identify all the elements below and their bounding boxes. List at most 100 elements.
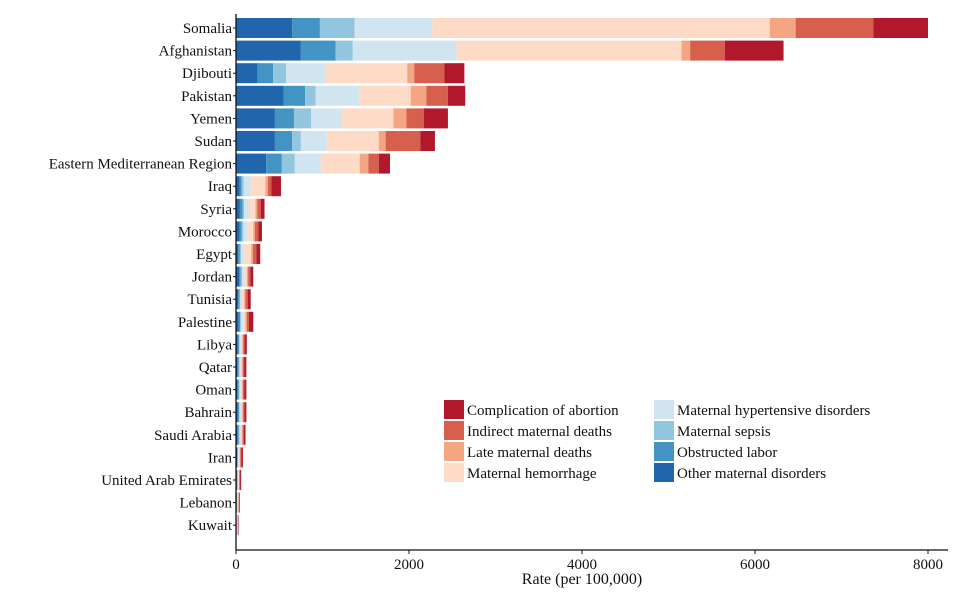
bar-segment-pakistan-indirect-maternal-deaths (426, 86, 448, 106)
bar-segment-tunisia-maternal-hemorrhage (242, 289, 244, 309)
x-tick-label-0: 0 (232, 557, 240, 573)
bar-segment-sudan-maternal-hypertensive-disorders (301, 131, 327, 151)
bar-segment-united-arab-emirates-indirect-maternal-deaths (239, 470, 240, 490)
bar-segment-qatar-maternal-hypertensive-disorders (239, 357, 240, 377)
bar-segment-qatar-indirect-maternal-deaths (243, 357, 244, 377)
bar-segment-libya-obstructed-labor (238, 334, 239, 354)
bar-segment-syria-maternal-hemorrhage (249, 199, 256, 219)
bar-segment-syria-complication-of-abortion (261, 199, 265, 219)
bar-segment-jordan-complication-of-abortion (250, 267, 253, 287)
bar-segment-bahrain-indirect-maternal-deaths (243, 402, 244, 422)
bar-segment-morocco-maternal-hemorrhage (247, 221, 253, 241)
bar-segment-oman-maternal-sepsis (239, 380, 240, 400)
legend-swatch-late-maternal-deaths (444, 442, 464, 461)
bar-segment-saudi-arabia-indirect-maternal-deaths (243, 425, 244, 445)
legend-label-maternal-hypertensive-disorders: Maternal hypertensive disorders (677, 403, 870, 419)
bar-segment-oman-obstructed-labor (238, 380, 239, 400)
bar-segment-palestine-maternal-hypertensive-disorders (241, 312, 243, 332)
x-tick-label-6000: 6000 (740, 557, 770, 573)
bar-segment-qatar-late-maternal-deaths (242, 357, 243, 377)
y-tick-label-qatar: Qatar (199, 360, 232, 376)
x-axis-title: Rate (per 100,000) (522, 571, 642, 588)
bar-segment-djibouti-complication-of-abortion (444, 63, 464, 83)
bar-segment-jordan-maternal-hemorrhage (245, 267, 247, 287)
bar-segment-palestine-late-maternal-deaths (246, 312, 247, 332)
legend-label-complication-of-abortion: Complication of abortion (467, 403, 619, 419)
bar-segment-iran-maternal-hemorrhage (239, 447, 240, 467)
bar-segment-egypt-obstructed-labor (238, 244, 240, 264)
bar-segment-morocco-obstructed-labor (239, 221, 241, 241)
bar-segment-palestine-complication-of-abortion (249, 312, 253, 332)
bar-segment-jordan-indirect-maternal-deaths (248, 267, 250, 287)
legend-swatch-maternal-sepsis (654, 421, 674, 440)
bar-segment-morocco-late-maternal-deaths (253, 221, 255, 241)
bar-segment-oman-indirect-maternal-deaths (243, 380, 244, 400)
bar-segment-eastern-mediterranean-region-obstructed-labor (266, 154, 282, 174)
y-tick-label-palestine: Palestine (178, 315, 232, 331)
y-tick-label-iran: Iran (208, 450, 233, 466)
bar-segment-tunisia-maternal-sepsis (239, 289, 240, 309)
bar-segment-united-arab-emirates-complication-of-abortion (240, 470, 241, 490)
y-tick-label-kuwait: Kuwait (188, 518, 233, 534)
bar-segment-saudi-arabia-late-maternal-deaths (242, 425, 243, 445)
bar-segment-yemen-maternal-hypertensive-disorders (311, 108, 341, 128)
bar-segment-eastern-mediterranean-region-maternal-hypertensive-disorders (295, 154, 321, 174)
bar-segment-morocco-maternal-hypertensive-disorders (243, 221, 247, 241)
bar-segment-egypt-complication-of-abortion (256, 244, 260, 264)
bar-segment-somalia-obstructed-labor (292, 18, 320, 38)
bar-segment-yemen-maternal-sepsis (294, 108, 311, 128)
bar-segment-egypt-indirect-maternal-deaths (253, 244, 256, 264)
bar-segment-syria-maternal-hypertensive-disorders (244, 199, 248, 219)
y-tick-label-oman: Oman (195, 383, 232, 399)
y-tick-label-egypt: Egypt (196, 247, 233, 263)
bar-segment-lebanon-complication-of-abortion (239, 493, 240, 513)
legend-swatch-maternal-hypertensive-disorders (654, 400, 674, 419)
y-tick-label-morocco: Morocco (178, 224, 232, 240)
bar-segment-iraq-indirect-maternal-deaths (268, 176, 271, 196)
y-tick-label-tunisia: Tunisia (188, 292, 233, 308)
y-tick-label-syria: Syria (200, 202, 232, 218)
y-tick-label-lebanon: Lebanon (180, 496, 233, 512)
bar-segment-somalia-other-maternal-disorders (236, 18, 292, 38)
y-tick-label-united-arab-emirates: United Arab Emirates (101, 473, 232, 489)
bar-segment-iran-complication-of-abortion (241, 447, 243, 467)
bar-segment-oman-maternal-hemorrhage (241, 380, 242, 400)
bar-segment-morocco-complication-of-abortion (258, 221, 261, 241)
bar-segment-afghanistan-maternal-hypertensive-disorders (353, 41, 457, 61)
bar-segment-pakistan-maternal-hypertensive-disorders (316, 86, 359, 106)
y-tick-label-jordan: Jordan (192, 270, 232, 286)
bar-segment-pakistan-obstructed-labor (284, 86, 306, 106)
bar-segment-pakistan-complication-of-abortion (448, 86, 465, 106)
bar-segment-libya-maternal-hemorrhage (241, 334, 242, 354)
bar-segment-sudan-indirect-maternal-deaths (386, 131, 421, 151)
bar-segment-afghanistan-maternal-hemorrhage (457, 41, 682, 61)
bar-segment-qatar-complication-of-abortion (244, 357, 246, 377)
bar-segment-oman-complication-of-abortion (244, 380, 246, 400)
bar-segment-egypt-maternal-sepsis (240, 244, 241, 264)
bar-segment-egypt-maternal-hemorrhage (244, 244, 251, 264)
legend-label-maternal-hemorrhage: Maternal hemorrhage (467, 466, 597, 482)
bar-segment-bahrain-maternal-hypertensive-disorders (240, 402, 241, 422)
bar-segment-libya-maternal-sepsis (239, 334, 240, 354)
bar-segment-yemen-other-maternal-disorders (236, 108, 275, 128)
bar-segment-qatar-maternal-hemorrhage (241, 357, 242, 377)
legend-swatch-other-maternal-disorders (654, 463, 674, 482)
bar-segment-egypt-maternal-hypertensive-disorders (241, 244, 244, 264)
bar-segment-syria-indirect-maternal-deaths (257, 199, 260, 219)
bar-segment-egypt-late-maternal-deaths (251, 244, 253, 264)
y-tick-label-saudi-arabia: Saudi Arabia (154, 428, 232, 444)
legend-label-late-maternal-deaths: Late maternal deaths (467, 445, 592, 461)
legend-swatch-obstructed-labor (654, 442, 674, 461)
y-tick-label-afghanistan: Afghanistan (159, 44, 233, 60)
bar-segment-saudi-arabia-maternal-hypertensive-disorders (239, 425, 240, 445)
bar-segment-saudi-arabia-complication-of-abortion (244, 425, 246, 445)
bar-segment-libya-complication-of-abortion (245, 334, 247, 354)
bar-segment-united-arab-emirates-maternal-hemorrhage (238, 470, 239, 490)
bar-segment-bahrain-maternal-sepsis (239, 402, 240, 422)
bar-segment-lebanon-maternal-hemorrhage (238, 493, 239, 513)
legend-label-other-maternal-disorders: Other maternal disorders (677, 466, 826, 482)
bar-segment-qatar-maternal-sepsis (239, 357, 240, 377)
bar-segment-afghanistan-maternal-sepsis (335, 41, 352, 61)
bar-segment-bahrain-late-maternal-deaths (242, 402, 243, 422)
